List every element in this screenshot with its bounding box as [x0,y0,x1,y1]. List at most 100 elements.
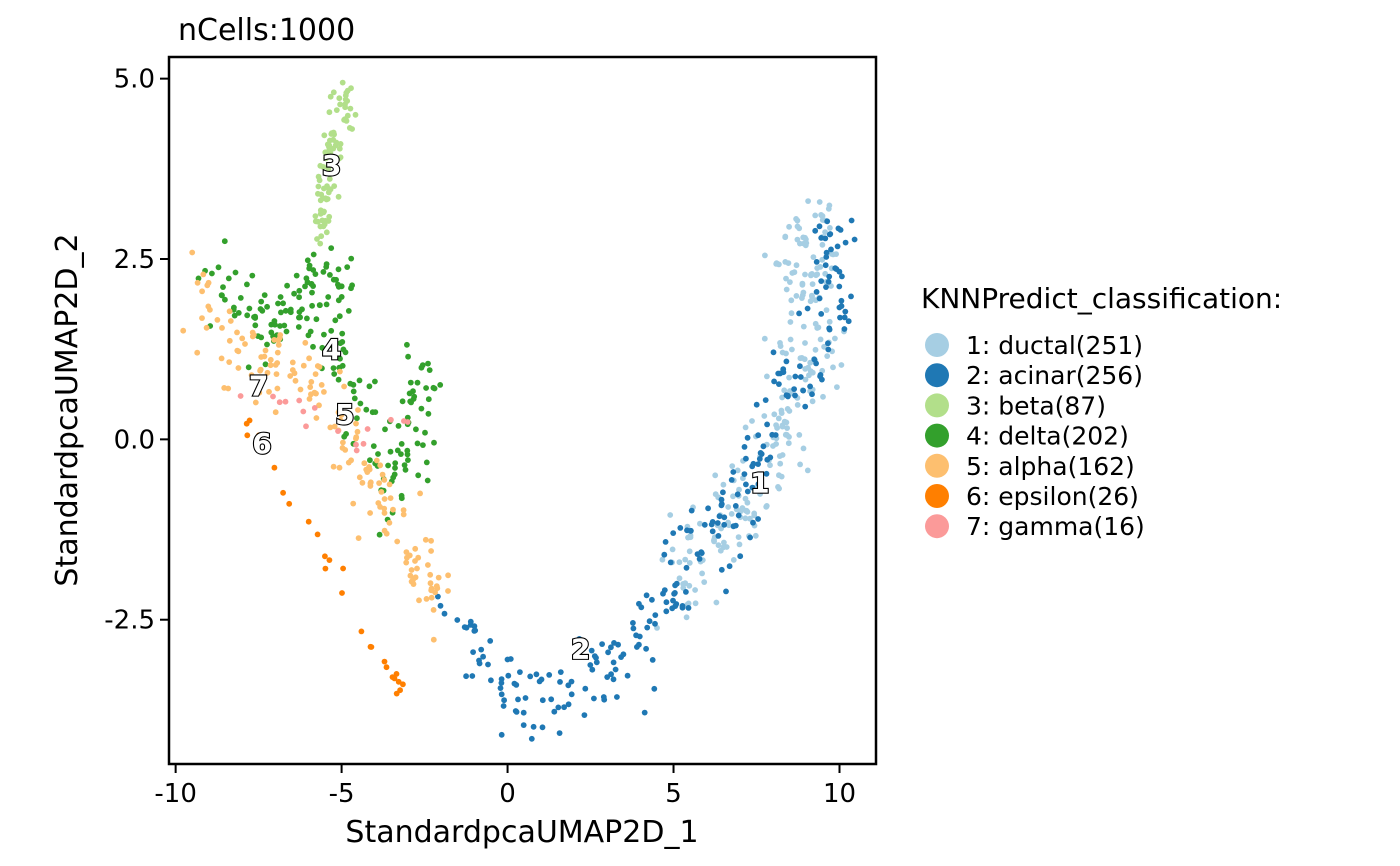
legend-key [925,484,949,508]
data-point [425,396,432,403]
data-point [797,461,803,468]
x-tick-label: 0 [499,779,516,809]
cluster-labels-layer: 1 2 3 4 5 6 7 [248,148,771,667]
data-point [793,262,800,269]
data-point [576,636,583,642]
data-point [821,343,827,350]
data-point [388,416,394,423]
data-point [709,528,716,535]
data-point [310,251,317,258]
data-point [672,603,679,609]
x-tick-label: -5 [329,779,355,809]
data-point [539,697,546,704]
data-point [801,356,808,363]
data-point [258,298,265,305]
series-3-points [312,79,359,247]
data-point [271,337,278,343]
data-point [320,269,327,275]
data-point [319,344,326,351]
data-point [425,410,432,417]
data-point [763,503,770,509]
data-point [785,393,791,400]
data-point [685,605,692,611]
data-point [252,399,259,406]
data-point [372,378,378,385]
data-point [802,376,809,383]
data-point [325,165,332,172]
data-point [612,666,619,673]
data-point [718,496,725,503]
data-point [777,460,784,467]
data-point [786,408,793,414]
data-point [306,355,312,362]
data-point [312,213,319,220]
data-point [386,481,393,488]
data-point [557,669,564,675]
data-point [315,183,322,190]
data-point [390,474,397,481]
data-point [663,599,670,606]
data-point [327,272,333,278]
data-point [809,292,815,299]
data-point [353,441,359,448]
legend-label: 4: delta(202) [966,422,1129,451]
data-point [330,276,337,283]
data-point [312,218,319,225]
data-point [684,527,690,534]
data-point [792,373,799,380]
data-point [261,353,268,360]
data-point [781,418,788,425]
data-point [328,245,335,252]
data-point [424,477,431,484]
data-point [411,393,418,400]
data-point [321,331,327,338]
data-point [358,628,365,635]
data-point [812,212,819,219]
axes-layer: -10 -5 0 5 10 -2.5 0.0 2.5 5.0 [104,65,856,809]
data-point [246,305,253,312]
data-point [787,336,794,343]
data-point [342,96,349,103]
data-point [262,347,269,354]
data-point [786,223,792,230]
data-point [339,590,345,596]
data-point [546,672,553,678]
data-point [418,364,425,371]
data-point [698,549,705,556]
data-point [277,323,283,329]
data-point [720,544,727,551]
data-point [747,534,753,541]
data-point [428,537,434,544]
data-point [812,227,819,234]
data-point [404,414,411,421]
data-point [189,249,196,256]
x-axis-title: StandardpcaUMAP2D_1 [345,815,698,850]
data-point [676,575,683,582]
data-point [817,372,824,378]
data-point [505,672,512,679]
data-point [431,439,437,446]
data-point [813,259,820,265]
data-point [234,329,240,336]
data-point [813,360,819,367]
data-point [750,519,756,526]
data-point [412,574,419,581]
data-point [180,327,187,334]
data-point [786,374,792,381]
data-point [248,372,255,378]
data-point [818,311,825,317]
data-point [382,426,388,433]
data-point [280,300,286,307]
data-point [758,451,765,457]
data-point [331,371,338,377]
data-point [340,565,346,572]
data-point [337,417,344,424]
data-point [734,467,741,474]
data-point [357,400,364,407]
data-point [244,432,251,439]
legend-label: 6: epsilon(26) [966,482,1139,511]
data-point [287,309,294,316]
data-point [386,519,393,526]
data-point [423,385,429,391]
data-point [282,307,289,314]
